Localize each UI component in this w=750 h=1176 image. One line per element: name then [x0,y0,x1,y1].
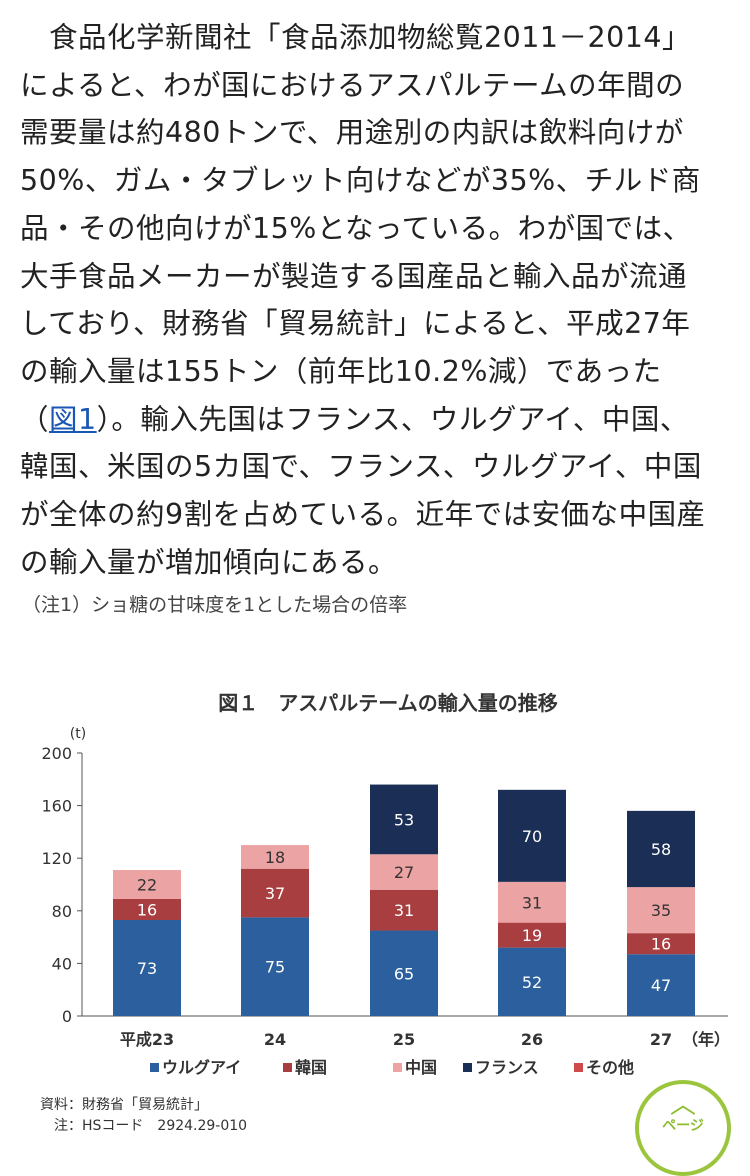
chevron-up-icon: ︿ [669,1090,696,1120]
data-label: 47 [651,976,671,995]
y-tick-label: 40 [52,954,72,973]
bar-segment [241,868,309,918]
article-line: 食品化学新聞社「食品添加物総覧2011－2014」 [20,21,692,54]
line-rest: ）。輸入先国はフランス、ウルグアイ、中国、 [96,402,689,436]
y-tick-label: 200 [41,744,72,763]
figure-1-link[interactable]: 図1 [49,402,97,436]
page-button-label: ページ [662,1118,704,1134]
x-tick-label: 26 [521,1030,543,1049]
bar-segment [370,930,438,1016]
data-label: 31 [394,901,414,920]
article-line: が全体の約9割を占めている。近年では安価な中国産 [20,498,706,532]
y-tick-label: 80 [52,902,72,921]
bar-segment [113,920,181,1016]
page-top-button[interactable]: ︿ ページ [635,1080,731,1176]
legend-swatch [150,1063,159,1072]
x-axis-unit: （年） [682,1030,730,1049]
bar-segment [113,870,181,899]
legend-label: 韓国 [295,1058,327,1077]
bar-segment [241,845,309,869]
source-note: 資料：財務省「貿易統計」 [40,1097,208,1113]
legend-swatch [574,1063,583,1072]
legend-label: ウルグアイ [162,1058,241,1077]
data-label: 70 [522,827,542,846]
article-line: 50%、ガム・タブレット向けなどが35%、チルド商 [20,164,701,198]
bar-segment [370,784,438,855]
legend-swatch [463,1063,472,1072]
bar-segment [627,954,695,1016]
article-line: しており、財務省「貿易統計」によると、平成27年 [20,307,691,341]
bar-segment [627,933,695,955]
data-label: 22 [137,876,157,895]
article-line: によると、わが国におけるアスパルテームの年間の [20,68,685,102]
data-label: 18 [265,848,285,867]
bar-segment [498,947,566,1016]
y-axis-unit: (t) [70,726,86,742]
hs-code-note: 注：HSコード 2924.29-010 [40,1118,248,1134]
article-line: の輸入量は155トン（前年比10.2%減）であった [20,354,662,388]
data-label: 52 [522,973,542,992]
article-body: 食品化学新聞社「食品添加物総覧2011－2014」 によると、わが国におけるアス… [20,14,740,586]
bar-segment [241,917,309,1016]
footnote: （注1）ショ糖の甘味度を1とした場合の倍率 [22,594,408,616]
data-label: 73 [137,959,157,978]
article-line: 品・その他向けが15%となっている。わが国では、 [20,211,692,245]
legend-label: 中国 [405,1058,437,1077]
data-label: 37 [265,884,285,903]
bar-segment [627,810,695,888]
data-label: 58 [651,840,671,859]
paren-open: （ [20,402,50,436]
data-label: 31 [522,893,542,912]
data-label: 75 [265,958,285,977]
article-line: 韓国、米国の5カ国で、フランス、ウルグアイ、中国 [20,450,702,484]
bar-segment [370,854,438,890]
x-tick-label: 24 [264,1030,286,1049]
y-tick-label: 120 [41,849,72,868]
legend-swatch [283,1063,292,1072]
bar-segment [498,881,566,923]
y-tick-label: 0 [62,1007,72,1026]
y-tick-label: 160 [41,797,72,816]
legend-swatch [393,1063,402,1072]
article-line: 大手食品メーカーが製造する国産品と輸入品が流通 [20,259,688,293]
data-label: 16 [651,935,671,954]
bar-segment [113,898,181,921]
data-label: 35 [651,901,671,920]
x-tick-label: 平成23 [120,1030,174,1049]
article-line: （図1）。輸入先国はフランス、ウルグアイ、中国、 [20,396,740,444]
bar-segment [370,889,438,931]
article-line: 需要量は約480トンで、用途別の内訳は飲料向けが [20,116,684,150]
bar-segment [498,922,566,948]
legend-label: その他 [586,1058,634,1077]
x-tick-label: 25 [393,1030,415,1049]
data-label: 65 [394,964,414,983]
chart-title: 図１ アスパルテームの輸入量の推移 [218,691,557,715]
bar-segment [627,887,695,934]
legend-label: フランス [475,1058,539,1077]
x-tick-label: 27 [650,1030,672,1049]
data-label: 19 [522,926,542,945]
data-label: 53 [394,810,414,829]
bar-segment [498,789,566,882]
article-line: の輸入量が増加傾向にある。 [20,545,398,579]
import-volume-chart: 図１ アスパルテームの輸入量の推移 (t) 0 40 80 120 160 200 73 16 22… [41,691,730,1077]
data-label: 27 [394,863,414,882]
data-label: 16 [137,900,157,919]
